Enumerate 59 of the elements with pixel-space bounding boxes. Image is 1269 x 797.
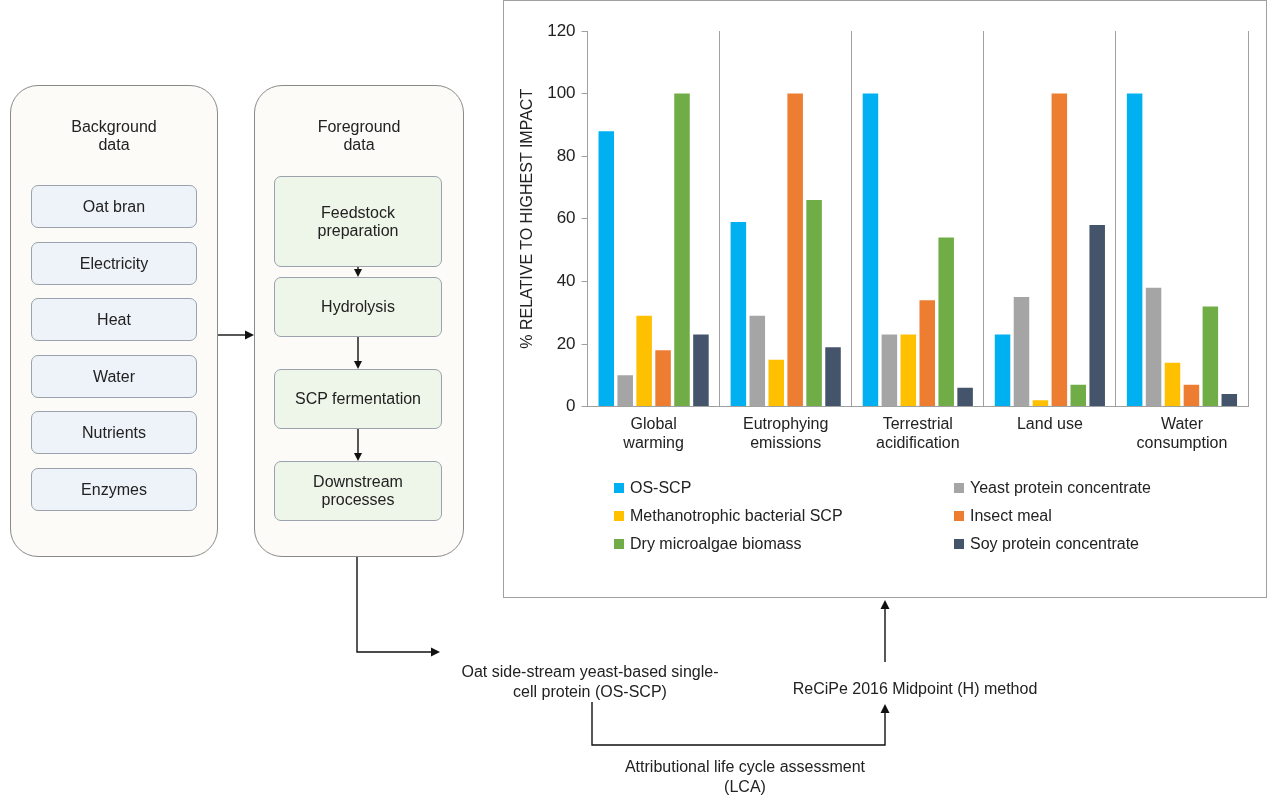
- bar: [994, 334, 1011, 407]
- bar: [862, 93, 879, 407]
- bar: [1221, 394, 1238, 407]
- bar: [806, 200, 822, 407]
- input-box: Nutrients: [31, 411, 197, 454]
- legend-label: Insect meal: [970, 507, 1052, 525]
- x-tick-label: Land use: [1016, 414, 1083, 432]
- process-box: Hydrolysis: [274, 277, 442, 337]
- process-box: SCP fermentation: [274, 369, 442, 429]
- y-tick-label: 80: [556, 145, 576, 165]
- y-axis-title: % RELATIVE TO HIGHEST IMPACT: [518, 88, 536, 349]
- bar: [730, 221, 747, 407]
- bar: [655, 350, 671, 407]
- bar: [787, 93, 803, 407]
- x-tick-label: Terrestrial acidification: [875, 414, 960, 451]
- legend-label: OS-SCP: [630, 479, 692, 497]
- x-tick-label: Water consumption: [1136, 414, 1228, 451]
- text: Oat side-stream yeast-based single-cell protein (OS-SCP): [460, 662, 720, 702]
- bar: [825, 347, 841, 407]
- bar: [1202, 306, 1219, 407]
- process-box: Downstream processes: [274, 461, 442, 521]
- text: Background data: [70, 118, 158, 154]
- text: ReCiPe 2016 Midpoint (H) method: [791, 680, 1039, 698]
- legend-label: Yeast protein concentrate: [970, 479, 1151, 497]
- x-tick-label: Eutrophying emissions: [743, 414, 829, 451]
- legend-label: Soy protein concentrate: [970, 535, 1139, 553]
- bar: [919, 300, 936, 407]
- bar: [693, 334, 709, 407]
- x-tick-label: Global warming: [622, 414, 684, 451]
- input-box: Oat bran: [31, 185, 197, 228]
- bar: [1183, 384, 1200, 407]
- input-box: Electricity: [31, 242, 197, 285]
- bar: [674, 93, 690, 407]
- text: Attributional life cycle assessment (LCA): [623, 757, 867, 797]
- bar: [636, 315, 652, 407]
- bar: [1089, 225, 1105, 407]
- bar: [1164, 362, 1181, 407]
- bar: [957, 387, 973, 407]
- legend-label: Dry microalgae biomass: [630, 535, 802, 553]
- input-box: Enzymes: [31, 468, 197, 511]
- y-tick-label: 0: [566, 396, 576, 416]
- bar: [938, 237, 954, 407]
- y-tick-label: 40: [556, 271, 576, 291]
- y-tick-label: 20: [556, 333, 576, 353]
- text: Foreground data: [316, 118, 402, 154]
- y-tick-label: 120: [547, 20, 576, 40]
- y-tick-label: 100: [547, 83, 576, 103]
- bar: [900, 334, 917, 407]
- legend-label: Methanotrophic bacterial SCP: [630, 507, 843, 525]
- bar: [1032, 400, 1049, 407]
- bar: [598, 131, 615, 407]
- input-box: Water: [31, 355, 197, 398]
- input-box: Heat: [31, 298, 197, 341]
- bar: [1126, 93, 1143, 407]
- process-box: Feedstock preparation: [274, 176, 442, 267]
- bar: [768, 359, 784, 407]
- bar: [1070, 384, 1087, 407]
- bar: [1051, 93, 1068, 407]
- y-tick-label: 60: [556, 208, 576, 228]
